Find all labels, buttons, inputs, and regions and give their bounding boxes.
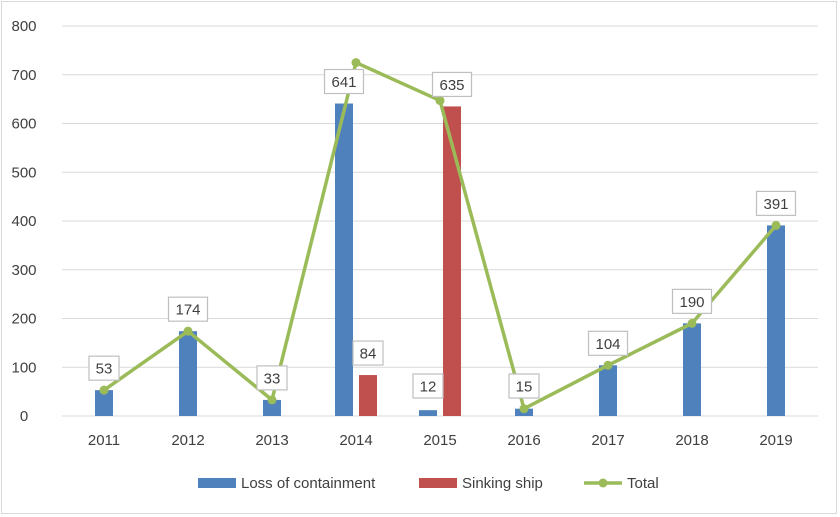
y-tick-label: 0 xyxy=(20,408,28,425)
y-tick-label: 400 xyxy=(11,213,36,230)
x-axis: 2011 2012 2013 2014 2015 2016 2017 2018 2019 xyxy=(88,432,793,449)
bars xyxy=(95,103,785,416)
total-point xyxy=(687,318,697,328)
data-label-box xyxy=(587,330,629,356)
data-label-box xyxy=(352,340,384,366)
total-point xyxy=(519,404,529,414)
legend-label: Total xyxy=(627,475,659,492)
data-label-box xyxy=(412,373,444,399)
bar xyxy=(443,106,461,416)
y-tick-label: 600 xyxy=(11,116,36,133)
total-series-line xyxy=(102,60,778,411)
x-tick-label: 2012 xyxy=(171,432,204,449)
y-tick-label: 700 xyxy=(11,67,36,84)
y-tick-label: 100 xyxy=(11,359,36,376)
x-tick-label: 2015 xyxy=(423,432,456,449)
x-tick-label: 2011 xyxy=(88,432,120,449)
data-label: 104 xyxy=(595,336,620,353)
total-point xyxy=(99,385,109,395)
data-label: 174 xyxy=(175,302,200,319)
total-point xyxy=(435,96,445,106)
bar xyxy=(599,365,617,416)
data-label-box xyxy=(431,71,473,98)
data-label: 391 xyxy=(763,196,788,213)
data-label-box xyxy=(323,68,365,95)
bar xyxy=(263,399,281,416)
bar xyxy=(359,375,377,416)
data-label: 84 xyxy=(360,346,377,363)
x-tick-label: 2016 xyxy=(507,432,540,449)
data-label-box xyxy=(88,355,120,381)
legend-label: Sinking ship xyxy=(462,475,543,492)
total-point xyxy=(351,58,361,68)
data-label-box xyxy=(671,288,713,314)
data-label: 641 xyxy=(331,74,356,91)
x-tick-label: 2014 xyxy=(339,432,372,449)
total-line xyxy=(99,58,781,414)
data-label: 190 xyxy=(679,294,704,311)
y-tick-label: 800 xyxy=(11,18,36,35)
y-tick-label: 300 xyxy=(11,262,36,279)
legend-swatch xyxy=(419,478,457,488)
x-tick-label: 2019 xyxy=(759,432,792,449)
bar xyxy=(95,390,113,416)
data-label-box xyxy=(755,190,797,216)
legend-swatch xyxy=(198,478,236,488)
data-label-box xyxy=(256,365,288,391)
data-label: 12 xyxy=(420,379,437,396)
data-label: 15 xyxy=(516,379,533,396)
data-label-box xyxy=(508,373,540,399)
x-tick-label: 2013 xyxy=(255,432,288,449)
data-labels: 53 174 33 641 84 12 635 15 104 190 391 xyxy=(88,68,797,399)
y-tick-label: 500 xyxy=(11,164,36,181)
data-label: 53 xyxy=(96,361,113,378)
data-label-box xyxy=(167,296,209,322)
x-tick-label: 2017 xyxy=(591,432,624,449)
data-label: 33 xyxy=(264,370,281,387)
y-axis-ticks: 0 100 200 300 400 500 600 700 800 xyxy=(11,18,36,425)
legend-label: Loss of containment xyxy=(241,475,376,492)
x-tick-label: 2018 xyxy=(675,432,708,449)
data-label: 635 xyxy=(439,77,464,94)
bar xyxy=(179,331,197,416)
total-point xyxy=(267,395,277,405)
y-tick-label: 200 xyxy=(11,311,36,328)
bar xyxy=(767,225,785,416)
total-point xyxy=(183,326,193,336)
total-point xyxy=(603,360,613,370)
total-point xyxy=(771,220,781,230)
bar xyxy=(335,103,353,416)
bar xyxy=(419,410,437,416)
legend: Loss of containment Sinking ship Total xyxy=(198,475,659,492)
legend-marker xyxy=(598,478,608,488)
bar xyxy=(683,323,701,416)
